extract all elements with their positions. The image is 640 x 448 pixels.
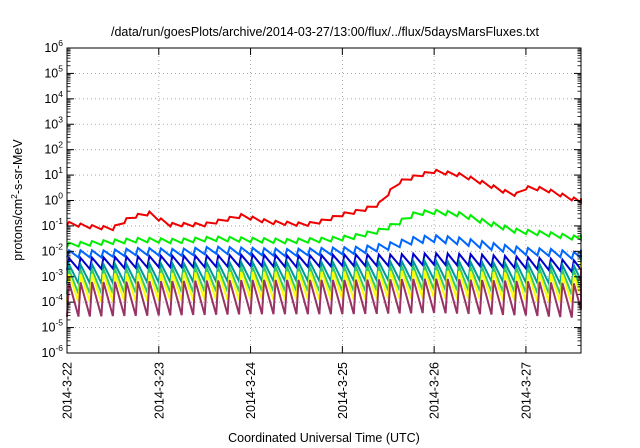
y-tick-exponent: 1 (58, 165, 63, 175)
y-tick-base: 10 (42, 244, 56, 258)
y-tick-exponent: 3 (58, 114, 63, 124)
flux-series-3 (66, 233, 582, 261)
flux-series-4 (66, 250, 582, 275)
y-tick-base: 10 (42, 295, 56, 309)
y-tick-exponent: 0 (58, 191, 63, 201)
x-axis-label: Coordinated Universal Time (UTC) (228, 431, 420, 445)
y-tick-label: 101 (44, 165, 63, 182)
x-tick-label: 2014-3-25 (336, 362, 350, 419)
y-tick-label: 10-2 (42, 241, 64, 258)
ticks (66, 47, 581, 354)
y-tick-exponent: -5 (55, 318, 63, 328)
y-tick-base: 10 (44, 92, 58, 106)
flux-series-2 (66, 208, 582, 248)
y-tick-base: 10 (42, 321, 56, 335)
y-tick-base: 10 (44, 117, 58, 131)
y-axis-label-superscript: 2 (9, 194, 19, 199)
x-tick-label: 2014-3-24 (244, 362, 258, 419)
y-tick-label: 100 (44, 191, 63, 208)
flux-series-1 (66, 168, 582, 232)
y-tick-labels: 10610510410310210110010-110-210-310-410-… (42, 38, 64, 360)
y-tick-label: 10-5 (42, 318, 64, 335)
y-tick-base: 10 (42, 219, 56, 233)
y-tick-base: 10 (42, 346, 56, 360)
flux-series-6 (66, 259, 582, 296)
y-tick-label: 10-1 (42, 216, 64, 233)
y-tick-exponent: 6 (58, 38, 63, 48)
y-tick-label: 102 (44, 140, 63, 157)
y-tick-exponent: 5 (58, 63, 63, 73)
y-tick-exponent: -1 (55, 216, 63, 226)
y-axis-label: protons/cm2-s-sr-MeV (9, 139, 25, 261)
chart-title: /data/run/goesPlots/archive/2014-03-27/1… (111, 25, 540, 39)
y-tick-base: 10 (42, 270, 56, 284)
y-tick-exponent: -4 (55, 292, 63, 302)
y-axis-label-rest: -s-sr-MeV (11, 139, 25, 195)
x-tick-labels: 2014-3-22 2014-3-23 2014-3-24 2014-3-25 2014… (61, 362, 534, 419)
y-tick-exponent: -2 (55, 241, 63, 251)
y-tick-exponent: -6 (55, 343, 63, 353)
y-tick-label: 104 (44, 89, 63, 106)
y-tick-label: 10-6 (42, 343, 64, 360)
x-tick-label: 2014-3-22 (61, 362, 75, 419)
y-tick-base: 10 (44, 168, 58, 182)
y-tick-base: 10 (44, 143, 58, 157)
flux-series-5 (66, 257, 582, 289)
y-tick-exponent: -3 (55, 267, 63, 277)
x-tick-label: 2014-3-27 (519, 362, 533, 419)
x-tick-label: 2014-3-26 (428, 362, 442, 419)
y-tick-label: 10-4 (42, 292, 64, 309)
y-tick-label: 10-3 (42, 267, 64, 284)
y-tick-label: 106 (44, 38, 63, 55)
flux-series-7 (66, 262, 582, 304)
series-layer (66, 168, 582, 318)
y-axis-label-main: protons/cm (11, 199, 25, 261)
y-tick-exponent: 4 (58, 89, 63, 99)
x-tick-label: 2014-3-23 (152, 362, 166, 419)
y-tick-base: 10 (44, 66, 58, 80)
y-tick-label: 103 (44, 114, 63, 131)
y-tick-base: 10 (44, 194, 58, 208)
y-tick-exponent: 2 (58, 140, 63, 150)
y-tick-label: 105 (44, 63, 63, 80)
flux-series-8 (66, 267, 582, 318)
y-tick-base: 10 (44, 41, 58, 55)
